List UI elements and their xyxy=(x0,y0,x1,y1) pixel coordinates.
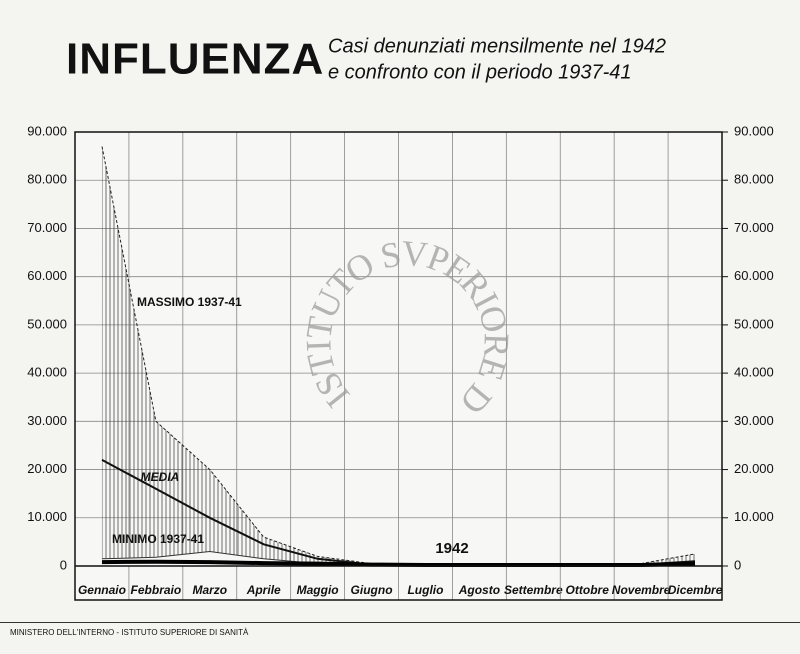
y2-tick-label: 10.000 xyxy=(734,509,774,524)
x-tick-label: Maggio xyxy=(297,583,339,597)
x-tick-label: Marzo xyxy=(192,583,227,597)
y-tick-label: 20.000 xyxy=(27,461,67,476)
y-tick-label: 70.000 xyxy=(27,220,67,235)
footer: MINISTERO DELL'INTERNO - ISTITUTO SUPERI… xyxy=(10,628,249,637)
series-label: 1942 xyxy=(435,540,468,557)
y2-tick-label: 40.000 xyxy=(734,365,774,380)
chart-subtitle: e confronto con il periodo 1937-41 xyxy=(328,61,632,83)
y-tick-label: 10.000 xyxy=(27,509,67,524)
y-tick-label: 80.000 xyxy=(27,172,67,187)
footer-rule xyxy=(0,622,800,623)
y2-tick-label: 0 xyxy=(734,557,741,572)
y2-tick-label: 50.000 xyxy=(734,316,774,331)
chart-title: INFLUENZA xyxy=(66,35,324,84)
x-tick-label: Settembre xyxy=(504,583,563,597)
y-tick-label: 50.000 xyxy=(27,316,67,331)
y-tick-label: 90.000 xyxy=(27,123,67,138)
y-tick-label: 40.000 xyxy=(27,365,67,380)
x-tick-label: Giugno xyxy=(351,583,393,597)
range-area xyxy=(101,146,696,566)
y2-tick-label: 60.000 xyxy=(734,268,774,283)
x-tick-label: Febbraio xyxy=(131,583,182,597)
y2-tick-label: 20.000 xyxy=(734,461,774,476)
x-tick-label: Novembre xyxy=(612,583,671,597)
series-label: MEDIA xyxy=(141,470,180,484)
x-tick-label: Dicembre xyxy=(668,583,723,597)
series-line xyxy=(101,559,696,567)
series-label: MINIMO 1937-41 xyxy=(112,532,204,546)
x-tick-label: Gennaio xyxy=(78,583,126,597)
y2-tick-label: 80.000 xyxy=(734,172,774,187)
chart-subtitle: Casi denunziati mensilmente nel 1942 xyxy=(328,35,666,57)
y2-tick-label: 90.000 xyxy=(734,123,774,138)
x-tick-label: Ottobre xyxy=(566,583,610,597)
y-tick-label: 30.000 xyxy=(27,413,67,428)
x-tick-label: Luglio xyxy=(407,583,443,597)
y-tick-label: 60.000 xyxy=(27,268,67,283)
x-tick-label: Agosto xyxy=(458,583,500,597)
x-tick-label: Aprile xyxy=(246,583,281,597)
series-label: MASSIMO 1937-41 xyxy=(137,295,242,309)
y2-tick-label: 70.000 xyxy=(734,220,774,235)
y2-tick-label: 30.000 xyxy=(734,413,774,428)
y-tick-label: 0 xyxy=(60,557,67,572)
plot-frame xyxy=(74,131,723,601)
plot: 0 10.000 20.000 30.000 40.000 50.000 60.000 70.… xyxy=(27,123,774,601)
